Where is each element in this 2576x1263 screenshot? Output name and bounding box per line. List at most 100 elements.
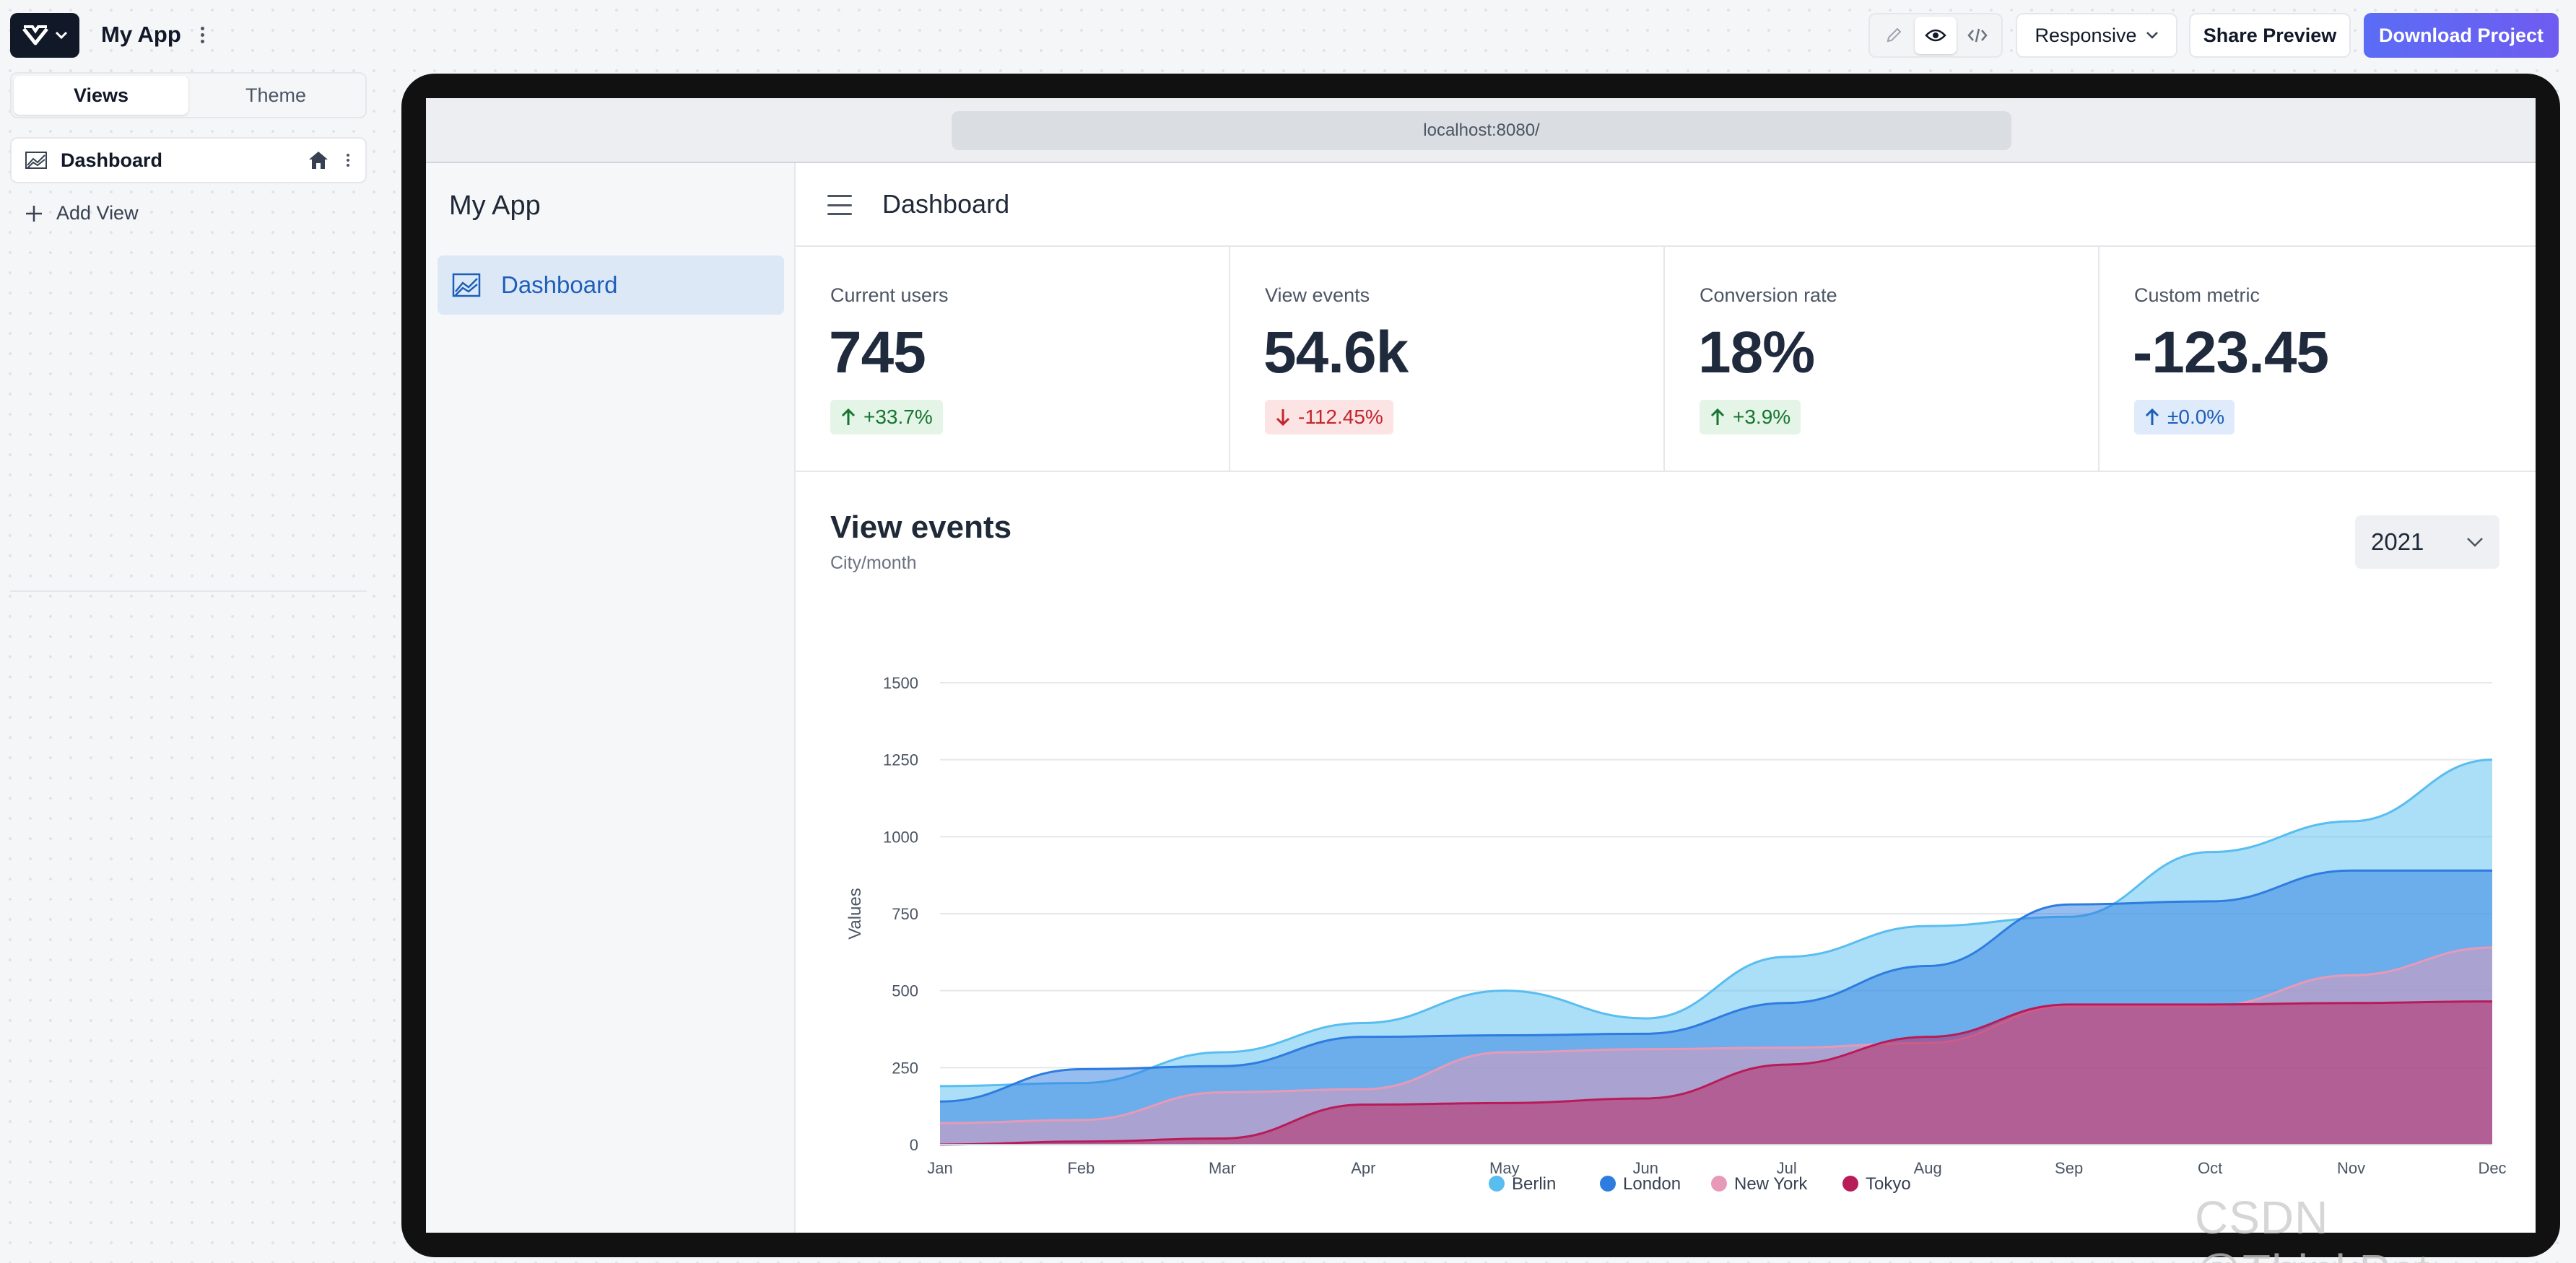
chart-icon	[25, 152, 47, 169]
sidebar-item-dashboard[interactable]: Dashboard	[438, 255, 784, 315]
x-tick-label: Feb	[1067, 1159, 1095, 1177]
view-item-dashboard[interactable]: Dashboard	[10, 137, 367, 183]
project-title: My App	[101, 22, 181, 47]
metric-label: Conversion rate	[1700, 284, 1837, 306]
responsive-label: Responsive	[2035, 24, 2137, 46]
x-tick-label: Apr	[1351, 1159, 1375, 1177]
chart-title: View events	[830, 510, 1012, 545]
metric-change: -112.45%	[1298, 406, 1383, 428]
metric-change-badge: -112.45%	[1265, 400, 1393, 434]
x-tick-label: Aug	[1914, 1159, 1942, 1177]
metric-change-badge: +33.7%	[830, 400, 943, 434]
x-tick-label: Mar	[1209, 1159, 1236, 1177]
chevron-down-icon	[2467, 538, 2483, 547]
legend-label: London	[1623, 1174, 1681, 1194]
app-sidebar: My App Dashboard	[426, 163, 796, 1233]
home-icon	[306, 150, 331, 170]
browser-bar: localhost:8080/	[426, 98, 2536, 163]
metric-change-badge: +3.9%	[1700, 400, 1801, 434]
x-tick-label: May	[1489, 1159, 1520, 1177]
tab-views[interactable]: Views	[14, 76, 188, 115]
share-preview-button[interactable]: Share Preview	[2189, 13, 2351, 58]
metric-change-badge: ±0.0%	[2134, 400, 2235, 434]
view-item-label: Dashboard	[61, 149, 163, 171]
y-tick-label: 1500	[883, 674, 918, 692]
view-events-chart: 0 250 500 750 1000 1250 1500 Jan Feb Mar Apr May Jun…	[796, 603, 2536, 1210]
x-tick-label: Jan	[927, 1159, 952, 1177]
url-bar[interactable]: localhost:8080/	[952, 111, 2011, 150]
metric-change: +33.7%	[863, 406, 933, 428]
legend-label: Berlin	[1512, 1174, 1556, 1194]
metric-value: 745	[829, 320, 926, 385]
y-tick-label: 1250	[883, 751, 918, 769]
dashboard-header: Dashboard	[796, 163, 2536, 247]
x-tick-label: Nov	[2337, 1159, 2365, 1177]
menu-toggle-icon[interactable]	[827, 195, 852, 215]
responsive-select[interactable]: Responsive	[2016, 13, 2177, 58]
metric-label: Custom metric	[2134, 284, 2260, 306]
metrics-row: Current users 745 +33.7% View events 54.…	[796, 247, 2536, 472]
metric-card-view-events: View events 54.6k -112.45%	[1230, 247, 1665, 471]
add-view-button[interactable]: Add View	[25, 202, 139, 224]
y-tick-label: 250	[892, 1059, 918, 1077]
vaadin-logo-icon	[22, 25, 48, 45]
arrow-up-icon	[841, 408, 856, 425]
metric-label: View events	[1265, 284, 1370, 306]
panel-divider	[10, 590, 367, 592]
x-tick-label: Jul	[1777, 1159, 1797, 1177]
metric-value: -123.45	[2133, 320, 2329, 385]
arrow-up-icon	[2145, 408, 2159, 425]
metric-change: ±0.0%	[2167, 406, 2225, 428]
legend-marker	[1600, 1176, 1616, 1192]
preview-mode-button[interactable]	[1915, 17, 1957, 54]
metric-value: 18%	[1698, 320, 1815, 385]
x-tick-label: Oct	[2198, 1159, 2222, 1177]
area-chart: 0 250 500 750 1000 1250 1500 Jan Feb Mar Apr May Jun…	[845, 674, 2507, 1194]
metric-card-conversion-rate: Conversion rate 18% +3.9%	[1665, 247, 2099, 471]
series-line-berlin	[939, 759, 2493, 1088]
metric-card-custom-metric: Custom metric -123.45 ±0.0%	[2099, 247, 2534, 471]
year-select-value: 2021	[2371, 528, 2424, 555]
y-tick-label: 1000	[883, 828, 918, 846]
arrow-down-icon	[1276, 409, 1290, 427]
panel-tabs: Views Theme	[10, 72, 367, 118]
chart-subtitle: City/month	[830, 553, 917, 573]
metric-card-current-users: Current users 745 +33.7%	[796, 247, 1230, 471]
y-tick-label: 750	[892, 905, 918, 923]
download-project-button[interactable]: Download Project	[2364, 13, 2559, 58]
watermark: CSDN @ThinkPet	[2195, 1192, 2430, 1263]
chart-icon	[452, 273, 481, 297]
y-tick-label: 0	[910, 1136, 918, 1154]
dashboard-main: Dashboard Current users 745 +33.7% View …	[796, 163, 2536, 1233]
add-view-label: Add View	[56, 202, 139, 224]
x-tick-label: Dec	[2478, 1159, 2506, 1177]
pencil-icon	[1887, 27, 1902, 43]
view-options-icon[interactable]	[344, 152, 352, 169]
legend-label: New York	[1734, 1174, 1808, 1194]
chevron-down-icon	[55, 31, 68, 40]
x-tick-label: Sep	[2055, 1159, 2083, 1177]
legend-marker	[1489, 1176, 1505, 1192]
page-title: Dashboard	[882, 189, 1010, 219]
code-mode-button[interactable]	[1957, 17, 1998, 54]
sidebar-item-label: Dashboard	[501, 271, 618, 298]
x-tick-label: Jun	[1633, 1159, 1658, 1177]
device-frame: localhost:8080/ My App Dashboard Dashboa…	[401, 74, 2560, 1257]
plus-icon	[26, 205, 42, 222]
tab-theme[interactable]: Theme	[245, 84, 307, 106]
metric-label: Current users	[830, 284, 949, 306]
project-menu-icon[interactable]	[196, 23, 208, 46]
year-select[interactable]: 2021	[2355, 515, 2499, 569]
code-icon	[1967, 28, 1988, 43]
legend-marker	[1842, 1176, 1858, 1192]
eye-icon	[1925, 29, 1946, 42]
metric-value: 54.6k	[1263, 320, 1409, 385]
editor-toolbar: My App Responsive Share Preview Download…	[0, 0, 2576, 71]
legend-marker	[1711, 1176, 1727, 1192]
series-line-tokyo	[939, 1000, 2493, 1146]
metric-change: +3.9%	[1733, 406, 1791, 428]
app-menu-button[interactable]	[10, 13, 79, 58]
edit-mode-button[interactable]	[1873, 17, 1915, 54]
series-line-london	[939, 869, 2492, 1103]
chevron-down-icon	[2146, 32, 2158, 39]
